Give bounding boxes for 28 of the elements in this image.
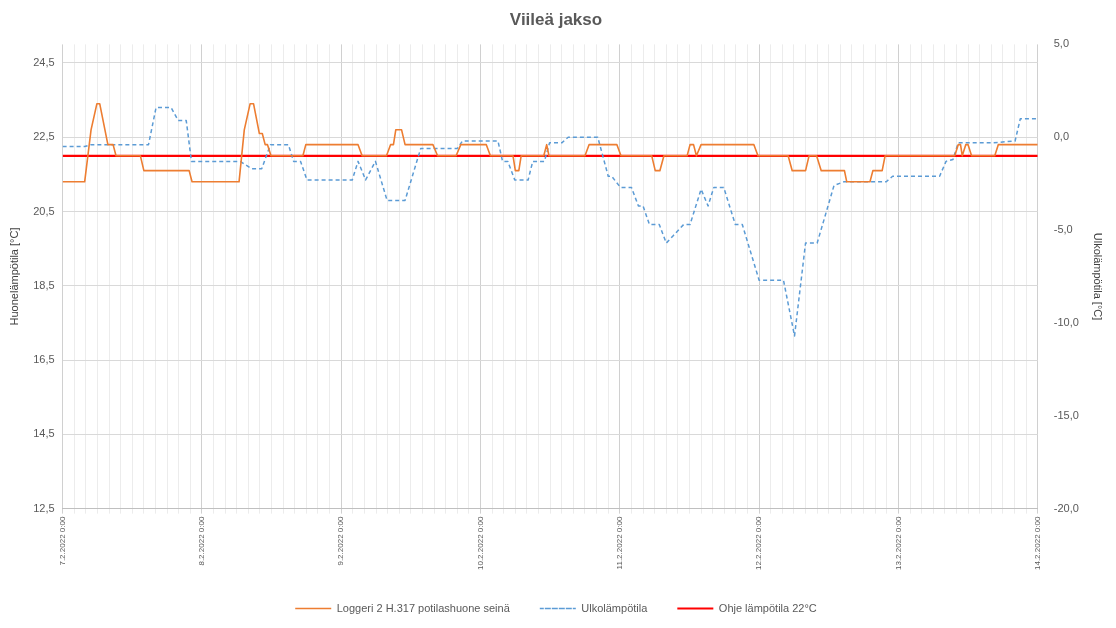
y-tick-label: 22,5 — [33, 130, 55, 143]
y-tick-label: 14,5 — [33, 427, 55, 440]
x-tick-label: 11.2.2022 0:00 — [615, 516, 625, 570]
line-series — [62, 106, 1038, 337]
x-tick-label: 14.2.2022 0:00 — [1032, 516, 1042, 571]
y-tick-label: 20,5 — [33, 204, 55, 217]
legend-label: Loggeri 2 H.317 potilashuone seinä — [336, 601, 511, 614]
x-tick-label: 9.2.2022 0:00 — [336, 516, 346, 566]
y2-tick-label: 5,0 — [1053, 37, 1070, 50]
y2-axis-title: Ulkolämpötila [°C] — [1092, 232, 1105, 321]
y-tick-label: 24,5 — [33, 56, 55, 68]
x-tick-label: 12.2.2022 0:00 — [754, 516, 764, 571]
y2-tick-label: 0,0 — [1053, 130, 1070, 143]
x-tick-label: 7.2.2022 0:00 — [57, 516, 67, 566]
y-tick-label: 18,5 — [33, 278, 55, 291]
y-axis-title: Huonelämpötila [°C] — [7, 227, 20, 326]
x-tick-label: 8.2.2022 0:00 — [197, 516, 207, 566]
x-tick-label: 13.2.2022 0:00 — [893, 516, 903, 571]
y-tick-label: 12,5 — [33, 501, 55, 514]
y2-tick-label: -5,0 — [1053, 223, 1073, 236]
legend-label: Ulkolämpötila — [581, 601, 649, 614]
x-tick-label: 10.2.2022 0:00 — [475, 516, 485, 571]
chart-title: Viileä jakso — [509, 9, 603, 29]
y2-tick-label: -15,0 — [1053, 408, 1079, 421]
y2-tick-label: -20,0 — [1053, 501, 1079, 514]
y2-tick-label: -10,0 — [1053, 315, 1079, 328]
y-tick-label: 16,5 — [33, 353, 55, 366]
legend-label: Ohje lämpötila 22°C — [718, 601, 817, 614]
